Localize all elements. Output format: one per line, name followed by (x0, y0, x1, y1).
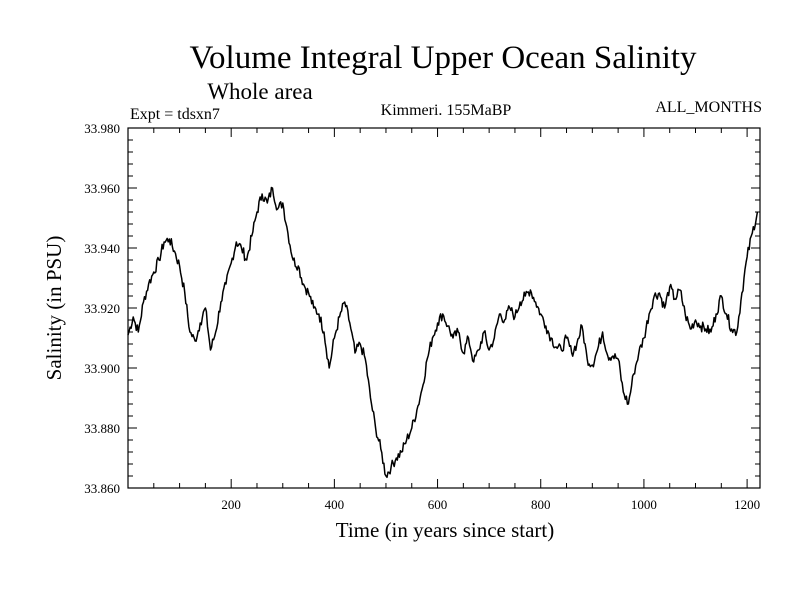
y-axis-label: Salinity (in PSU) (42, 236, 66, 381)
chart-subtitle: Whole area (207, 79, 312, 104)
y-tick-label: 33.940 (84, 241, 120, 256)
plot-frame (127, 127, 761, 489)
series-line-salinity (127, 186, 759, 479)
y-tick-label: 33.960 (84, 181, 120, 196)
y-tick-label: 33.900 (84, 361, 120, 376)
axes: 200 400 600 800 1000 1200 33.860 33.880 33.900 33… (84, 121, 760, 512)
x-tick-label: 800 (531, 497, 551, 512)
x-axis-label: Time (in years since start) (336, 518, 555, 542)
months-annotation: ALL_MONTHS (655, 99, 762, 116)
x-tick-label: 400 (325, 497, 345, 512)
chart-title: Volume Integral Upper Ocean Salinity (189, 40, 697, 76)
y-tick-label: 33.980 (84, 121, 120, 136)
x-tick-label: 1200 (734, 497, 760, 512)
period-annotation: Kimmeri. 155MaBP (381, 102, 512, 119)
x-tick-label: 600 (428, 497, 448, 512)
experiment-annotation: Expt = tdsxn7 (130, 106, 220, 123)
y-tick-label: 33.880 (84, 421, 120, 436)
x-tick-label: 1000 (631, 497, 657, 512)
x-tick-label: 200 (221, 497, 241, 512)
series-layer (127, 186, 759, 479)
y-tick-label: 33.920 (84, 301, 120, 316)
y-tick-label: 33.860 (84, 481, 120, 496)
